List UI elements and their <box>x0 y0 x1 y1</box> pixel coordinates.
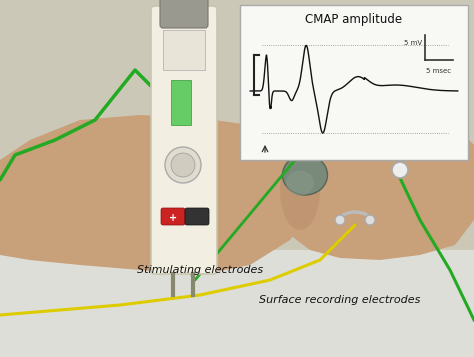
Ellipse shape <box>376 91 388 113</box>
Polygon shape <box>0 115 320 275</box>
Ellipse shape <box>286 171 314 196</box>
Bar <box>171 80 191 125</box>
Ellipse shape <box>378 94 386 102</box>
Ellipse shape <box>415 88 425 98</box>
Bar <box>0 250 474 357</box>
Text: CMAP amplitude: CMAP amplitude <box>305 12 402 25</box>
Ellipse shape <box>439 93 451 105</box>
Polygon shape <box>285 100 474 260</box>
FancyBboxPatch shape <box>240 5 468 160</box>
Ellipse shape <box>280 150 320 230</box>
Text: Stimulating electrodes: Stimulating electrodes <box>137 265 263 275</box>
FancyBboxPatch shape <box>161 208 185 225</box>
Ellipse shape <box>413 84 427 110</box>
Ellipse shape <box>436 88 454 118</box>
FancyBboxPatch shape <box>185 208 209 225</box>
Text: Surface recording electrodes: Surface recording electrodes <box>259 295 421 305</box>
Text: +: + <box>169 213 177 223</box>
FancyBboxPatch shape <box>160 0 208 28</box>
Circle shape <box>171 153 195 177</box>
Circle shape <box>335 215 345 225</box>
Circle shape <box>392 162 408 178</box>
Ellipse shape <box>360 98 370 118</box>
Circle shape <box>165 147 201 183</box>
Ellipse shape <box>283 155 328 195</box>
Bar <box>0 200 474 357</box>
FancyBboxPatch shape <box>151 6 217 274</box>
Circle shape <box>365 215 375 225</box>
Text: 5 mV: 5 mV <box>404 40 422 46</box>
Text: 5 msec: 5 msec <box>427 68 452 74</box>
Ellipse shape <box>393 86 407 110</box>
Ellipse shape <box>362 100 368 108</box>
Bar <box>163 30 205 70</box>
Ellipse shape <box>395 89 404 99</box>
Text: ground: ground <box>310 145 350 155</box>
